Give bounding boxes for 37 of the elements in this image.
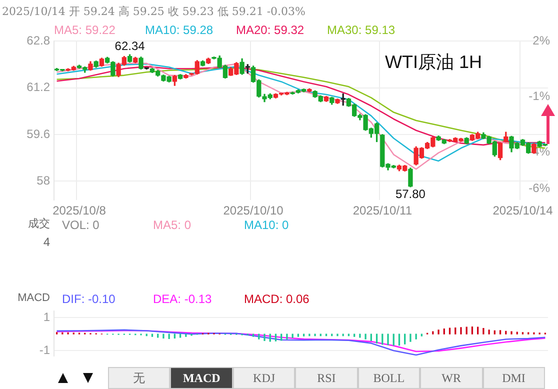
text: 无 bbox=[108, 367, 170, 389]
y2-tick-label: -1% bbox=[528, 88, 550, 103]
text: DMI bbox=[482, 367, 545, 389]
x-tick-label: 2025/10/8 bbox=[52, 204, 106, 218]
y-tick-label: 58 bbox=[36, 173, 50, 188]
y-tick-label: 61.2 bbox=[26, 80, 50, 94]
text: MA20: 59.32 bbox=[236, 23, 306, 37]
y-tick-label: 62.8 bbox=[26, 34, 50, 48]
text: KDJ bbox=[232, 367, 296, 389]
chart-title: MACD bbox=[16, 292, 50, 305]
text: MA5: 0 bbox=[153, 218, 192, 232]
text: WTI原油 1H bbox=[385, 51, 482, 74]
text: MACD bbox=[170, 367, 233, 389]
text: VOL: 0 bbox=[62, 218, 100, 232]
text: MA5: 59.22 bbox=[54, 23, 116, 37]
y-tick-label: 1 bbox=[43, 310, 50, 324]
y-tick-label: -1 bbox=[39, 342, 50, 357]
annotation: 57.80 bbox=[395, 187, 426, 202]
y2-tick-label: -6% bbox=[528, 181, 550, 196]
text: RSI bbox=[295, 367, 358, 389]
text: WR bbox=[420, 367, 483, 389]
text: 成交 bbox=[27, 218, 50, 231]
text: MA10: 59.28 bbox=[145, 23, 214, 37]
y2-tick-label: 2% bbox=[532, 34, 550, 48]
x-tick-label: 2025/10/14 bbox=[492, 204, 554, 218]
text: MA10: 0 bbox=[244, 218, 290, 232]
x-tick-label: 2025/10/11 bbox=[352, 204, 412, 218]
text: 4 bbox=[42, 235, 50, 249]
text: DIF: -0.10 bbox=[62, 292, 116, 306]
text: BOLL bbox=[358, 367, 420, 389]
text: MACD: 0.06 bbox=[244, 292, 310, 306]
text: DEA: -0.13 bbox=[153, 292, 213, 306]
y-tick-label: 59.6 bbox=[26, 126, 50, 141]
annotation: 62.34 bbox=[114, 38, 146, 53]
chart-subtitle: 2025/10/14 开 59.24 高 59.25 收 59.23 低 59.21 -0.03% bbox=[2, 4, 306, 19]
x-tick-label: 2025/10/10 bbox=[223, 204, 284, 218]
text: MA30: 59.13 bbox=[327, 23, 396, 37]
